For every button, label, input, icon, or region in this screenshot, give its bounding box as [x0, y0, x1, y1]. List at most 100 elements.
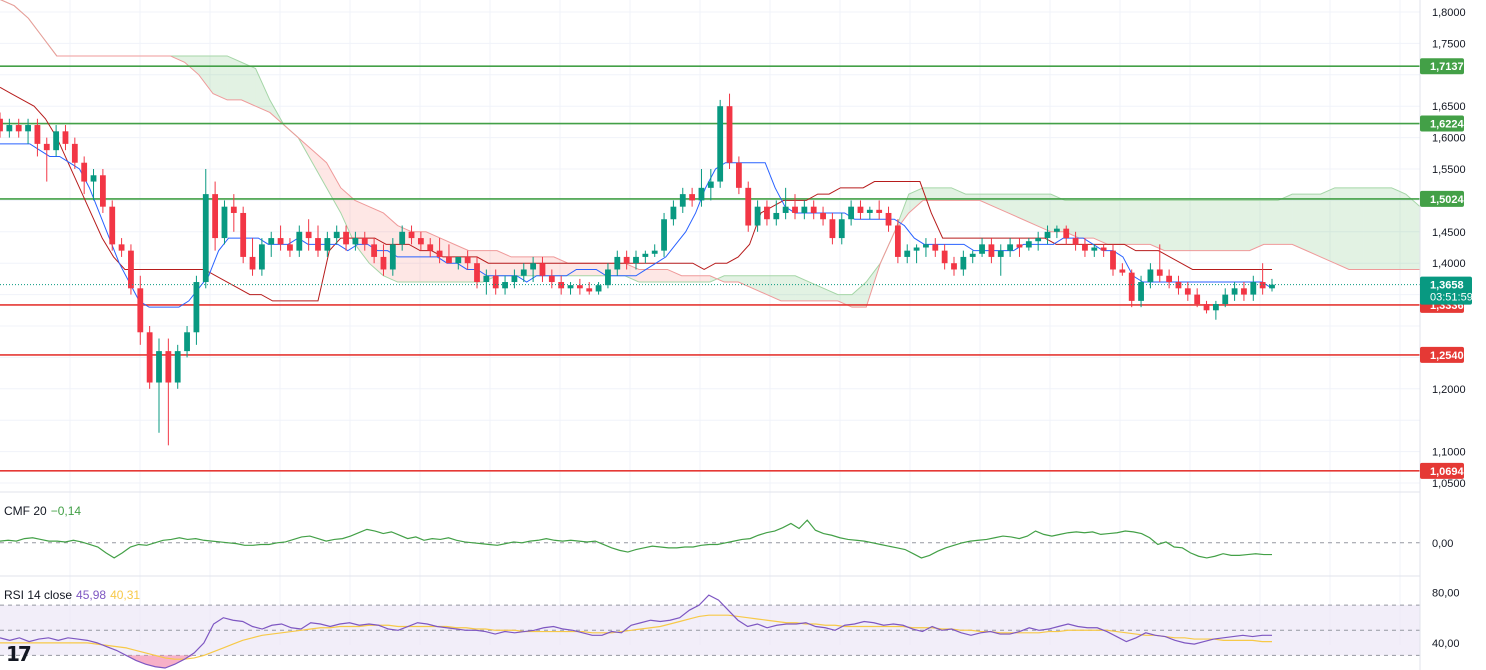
cloud-segment — [1036, 194, 1051, 232]
price-tick-label: 1,7500 — [1432, 38, 1466, 50]
cloud-segment — [1178, 200, 1193, 251]
candle-body — [679, 194, 686, 207]
cloud-segment — [1136, 200, 1151, 245]
cloud-segment — [1363, 187, 1378, 270]
senkou-span-a — [0, 0, 1421, 296]
candle-body — [343, 231, 349, 245]
candle-body — [754, 206, 761, 226]
candle-body — [99, 175, 106, 207]
candle-body — [595, 285, 602, 292]
rsi-tick-label: 40,00 — [1432, 638, 1460, 650]
cloud-segment — [653, 269, 668, 283]
level-tag-resistance — [1420, 190, 1464, 207]
cmf-value: −0,14 — [50, 504, 82, 518]
candle-body — [1128, 272, 1135, 301]
candle-body — [913, 247, 920, 251]
candle-body — [249, 256, 256, 270]
candle-body — [165, 351, 172, 383]
candle-body — [820, 212, 826, 220]
candle-body — [53, 131, 60, 151]
cloud-segment — [1221, 200, 1236, 251]
candle-body — [979, 244, 985, 254]
cloud-segment — [667, 269, 682, 283]
rsi-value: 45,98 — [76, 588, 107, 602]
cloud-segment — [766, 275, 781, 301]
candle-body — [81, 162, 88, 182]
cloud-segment — [923, 187, 938, 201]
candle-body — [782, 206, 789, 213]
cloud-segment — [1150, 200, 1165, 251]
candle-body — [894, 225, 901, 257]
candle-body — [1250, 282, 1257, 295]
price-axis[interactable]: 1,8000 1,7500 1,6500 1,6000 1,5500 1,4500 1,40… — [1419, 0, 1486, 670]
candle-body — [651, 250, 658, 254]
cloud-segment — [184, 55, 199, 75]
candle-body — [399, 231, 406, 245]
level-tag-resistance — [1420, 115, 1464, 132]
price-tick-label: 1,6500 — [1432, 101, 1466, 113]
cloud-segment — [908, 187, 923, 213]
cloud-segment — [951, 187, 966, 201]
candle-body — [745, 187, 752, 226]
candle-body — [1156, 269, 1163, 276]
candle-body — [287, 244, 293, 251]
cmf-legend[interactable]: CMF 20 −0,14 — [4, 504, 85, 518]
rsi-legend[interactable]: RSI 14 close 45,98 40,31 — [4, 588, 144, 602]
candle-body — [848, 206, 855, 220]
cloud-segment — [1235, 200, 1250, 251]
cloud-segment — [1391, 187, 1406, 270]
cloud-segment — [1249, 200, 1264, 251]
candle-body — [277, 238, 284, 245]
cloud-segment — [454, 244, 469, 283]
tradingview-logo-icon[interactable]: 17 — [6, 642, 32, 666]
cloud-segment — [369, 206, 384, 276]
candle-body — [829, 219, 836, 239]
cmf-panel — [0, 519, 1420, 559]
candle-body — [960, 256, 967, 270]
candle-body — [642, 253, 649, 257]
candle-body — [633, 256, 639, 264]
candle-body — [174, 351, 181, 383]
candle-body — [801, 206, 808, 213]
candle-body — [156, 351, 162, 383]
cloud-segment — [213, 55, 228, 100]
candle-body — [1166, 275, 1173, 283]
current-price-tag — [1420, 276, 1472, 305]
cloud-segment — [1107, 200, 1122, 245]
cloud-segment — [1093, 200, 1108, 245]
candle-body — [408, 231, 415, 239]
candle-body — [212, 194, 219, 239]
candle-body — [90, 175, 97, 182]
candle-body — [502, 282, 508, 289]
cloud-segment — [1022, 194, 1037, 226]
cloud-segment — [1278, 194, 1293, 245]
candle-body — [1138, 282, 1144, 301]
cloud-segment — [1192, 200, 1207, 251]
grid — [0, 0, 1420, 645]
candle-body — [361, 238, 368, 245]
candle-body — [1063, 228, 1070, 239]
candle-body — [371, 244, 378, 257]
price-tick-label: 1,4500 — [1432, 227, 1466, 239]
candle-body — [576, 285, 583, 289]
cmf-title: CMF 20 — [4, 504, 47, 518]
cloud-segment — [624, 263, 639, 283]
candle-body — [146, 332, 153, 383]
ichimoku-cloud — [0, 0, 1421, 308]
candle-body — [34, 125, 41, 144]
candlesticks — [0, 93, 1275, 446]
candle-body — [1269, 284, 1275, 289]
candle-body — [240, 212, 247, 257]
candle-body — [520, 269, 527, 276]
candle-body — [324, 238, 331, 251]
candle-body — [1007, 244, 1014, 251]
level-tag-label: 1,6224 — [1430, 119, 1465, 131]
candle-body — [1203, 304, 1210, 311]
candle-body — [352, 238, 359, 245]
candle-body — [558, 282, 565, 289]
candle-body — [810, 206, 817, 213]
price-tick-label: 1,5500 — [1432, 164, 1466, 176]
candle-body — [436, 250, 443, 257]
price-tick-label: 1,8000 — [1432, 7, 1466, 19]
cloud-segment — [255, 68, 270, 113]
